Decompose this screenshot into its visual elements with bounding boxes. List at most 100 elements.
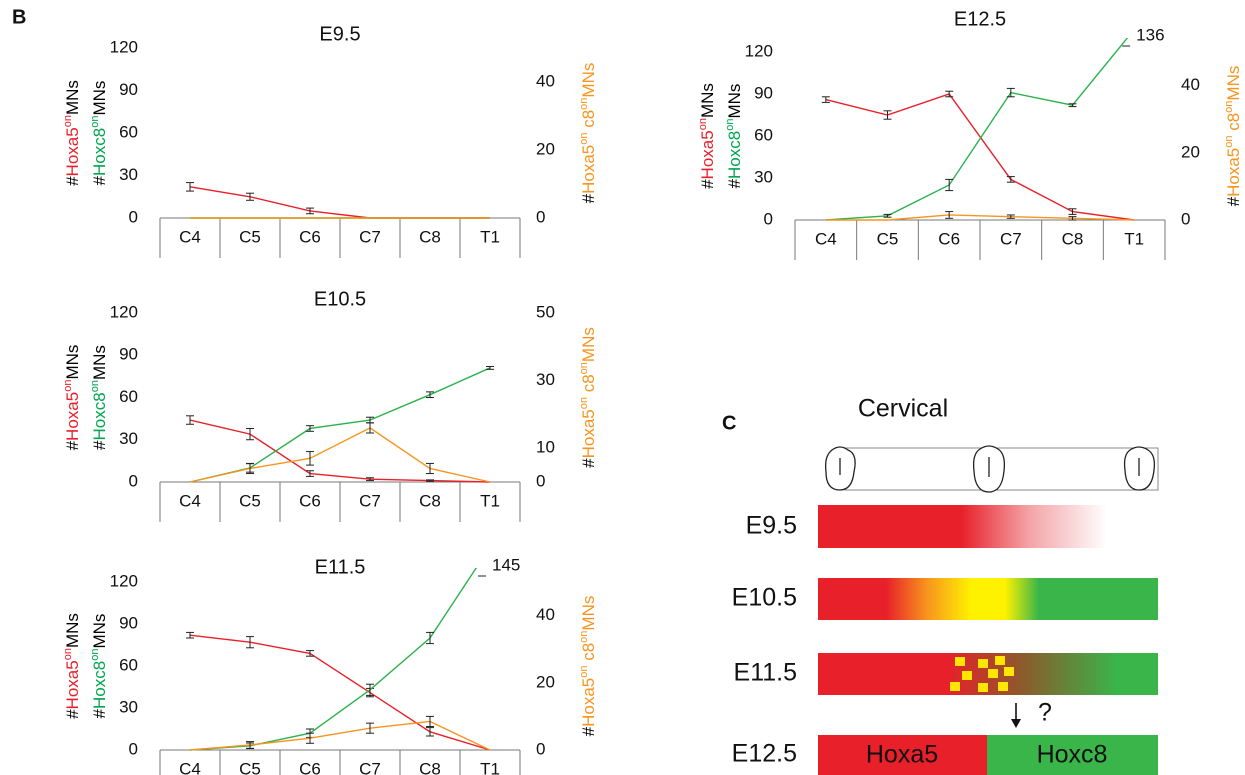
y-tick-label: 60 <box>119 655 138 674</box>
expression-bar <box>818 578 1158 620</box>
label-part: on <box>578 362 590 374</box>
chart-title: E11.5 <box>315 556 366 578</box>
x-tick-label: T1 <box>1124 229 1144 248</box>
label-part: on <box>89 380 101 392</box>
label-part: MNs <box>90 345 109 380</box>
error-bar <box>1006 176 1015 183</box>
y2-tick-label: 40 <box>1181 75 1200 94</box>
error-bar <box>246 741 254 749</box>
x-tick-label: C5 <box>877 229 899 248</box>
x-tick-label: C4 <box>179 759 201 775</box>
y-tick-label: 60 <box>119 387 138 406</box>
label-part: MNs <box>63 613 82 648</box>
chart-title: E12.5 <box>954 8 1006 30</box>
label-part: Hoxc8 <box>90 392 109 440</box>
label-part: Hoxc8 <box>90 661 109 709</box>
axis-label: #Hoxa5on c8onMNs <box>578 327 599 468</box>
label-part: Hoxa5 <box>63 660 82 709</box>
label-part: MNs <box>1224 66 1243 101</box>
domain-label: Hoxc8 <box>1037 741 1108 769</box>
panel-label: B <box>12 6 26 28</box>
label-part: Hoxa5 <box>579 145 598 194</box>
chart: E11.5030609012002040#Hoxa5onMNs#Hoxc8onM… <box>62 555 598 775</box>
cell <box>995 656 1005 665</box>
label-part: # <box>90 708 109 718</box>
cell <box>950 682 960 691</box>
label-part: on <box>62 648 74 660</box>
chart-title: E10.5 <box>314 288 366 310</box>
label-part: # <box>63 176 82 186</box>
error-bar <box>306 425 314 432</box>
chart-title: E9.5 <box>319 23 360 45</box>
label-part: # <box>63 709 82 719</box>
label-part: # <box>698 179 717 189</box>
error-bar <box>366 683 374 696</box>
error-bar <box>186 182 194 192</box>
y2-tick-label: 20 <box>536 139 555 158</box>
cell <box>978 659 988 668</box>
error-bar <box>186 631 194 639</box>
chart: E12.5030609012002040#Hoxa5onMNs#Hoxc8onM… <box>697 8 1243 260</box>
y-tick-label: 0 <box>129 471 138 490</box>
error-bar <box>945 211 954 219</box>
y2-tick-label: 20 <box>1181 142 1200 161</box>
error-bar <box>306 732 314 744</box>
label-part: on <box>578 397 590 409</box>
chart: E10.503060901200103050#Hoxa5onMNs#Hoxc8o… <box>62 288 599 522</box>
question-mark: ? <box>1038 699 1052 727</box>
error-bar <box>426 715 434 727</box>
x-tick-label: C4 <box>815 229 837 248</box>
y-tick-label: 120 <box>110 302 138 321</box>
x-tick-label: C7 <box>1000 229 1022 248</box>
x-tick-label: T1 <box>480 759 500 775</box>
series-line <box>189 367 491 483</box>
error-bar <box>1068 103 1077 108</box>
label-part: Hoxc8 <box>90 128 109 176</box>
label-part: # <box>725 178 744 188</box>
error-bar <box>1068 208 1077 215</box>
y-tick-label: 30 <box>754 167 773 186</box>
label-part: # <box>63 440 82 450</box>
stage-label: E10.5 <box>732 584 797 612</box>
label-part: on <box>89 116 101 128</box>
stage-label: E11.5 <box>734 659 797 687</box>
label-part: MNs <box>579 596 598 631</box>
label-part: MNs <box>90 614 109 649</box>
series-line <box>189 186 490 219</box>
panel-c: C Cervical E9.5 E10.5 E11.5 <box>722 395 1159 775</box>
hoxa5-domain <box>818 735 987 775</box>
error-bar <box>366 422 374 434</box>
error-bar <box>246 462 254 475</box>
error-bar <box>246 636 254 649</box>
stage-label: E9.5 <box>746 512 797 540</box>
label-part: Hoxa5 <box>63 127 82 176</box>
arrow-head <box>1011 719 1021 728</box>
y2-tick-label: 0 <box>536 207 545 226</box>
error-bar <box>426 479 434 482</box>
axis-label: #Hoxc8onMNs <box>89 81 110 186</box>
series-line <box>825 38 1129 221</box>
y2-tick-label: 50 <box>536 302 555 321</box>
error-bar <box>426 727 434 737</box>
x-tick-label: C7 <box>359 491 381 510</box>
label-part: # <box>579 193 598 203</box>
cell <box>988 669 998 678</box>
cell <box>978 683 988 692</box>
cell <box>955 657 965 666</box>
series-line <box>825 93 1135 221</box>
y-tick-label: 0 <box>764 209 773 228</box>
axis-label: #Hoxc8onMNs <box>89 614 110 719</box>
axis-label: #Hoxa5onMNs <box>62 345 83 451</box>
error-bar <box>426 462 434 475</box>
label-part: MNs <box>698 83 717 118</box>
axis-label: #Hoxa5onMNs <box>697 83 718 189</box>
cell <box>1004 667 1014 676</box>
label-part: c8 <box>579 110 598 133</box>
label-part: on <box>578 666 590 678</box>
x-tick-label: C6 <box>299 227 321 246</box>
y-tick-label: 90 <box>754 83 773 102</box>
error-bar <box>945 90 954 98</box>
label-part: # <box>1224 196 1243 206</box>
hoxc8-domain <box>987 735 1158 775</box>
y-tick-label: 30 <box>119 165 138 184</box>
